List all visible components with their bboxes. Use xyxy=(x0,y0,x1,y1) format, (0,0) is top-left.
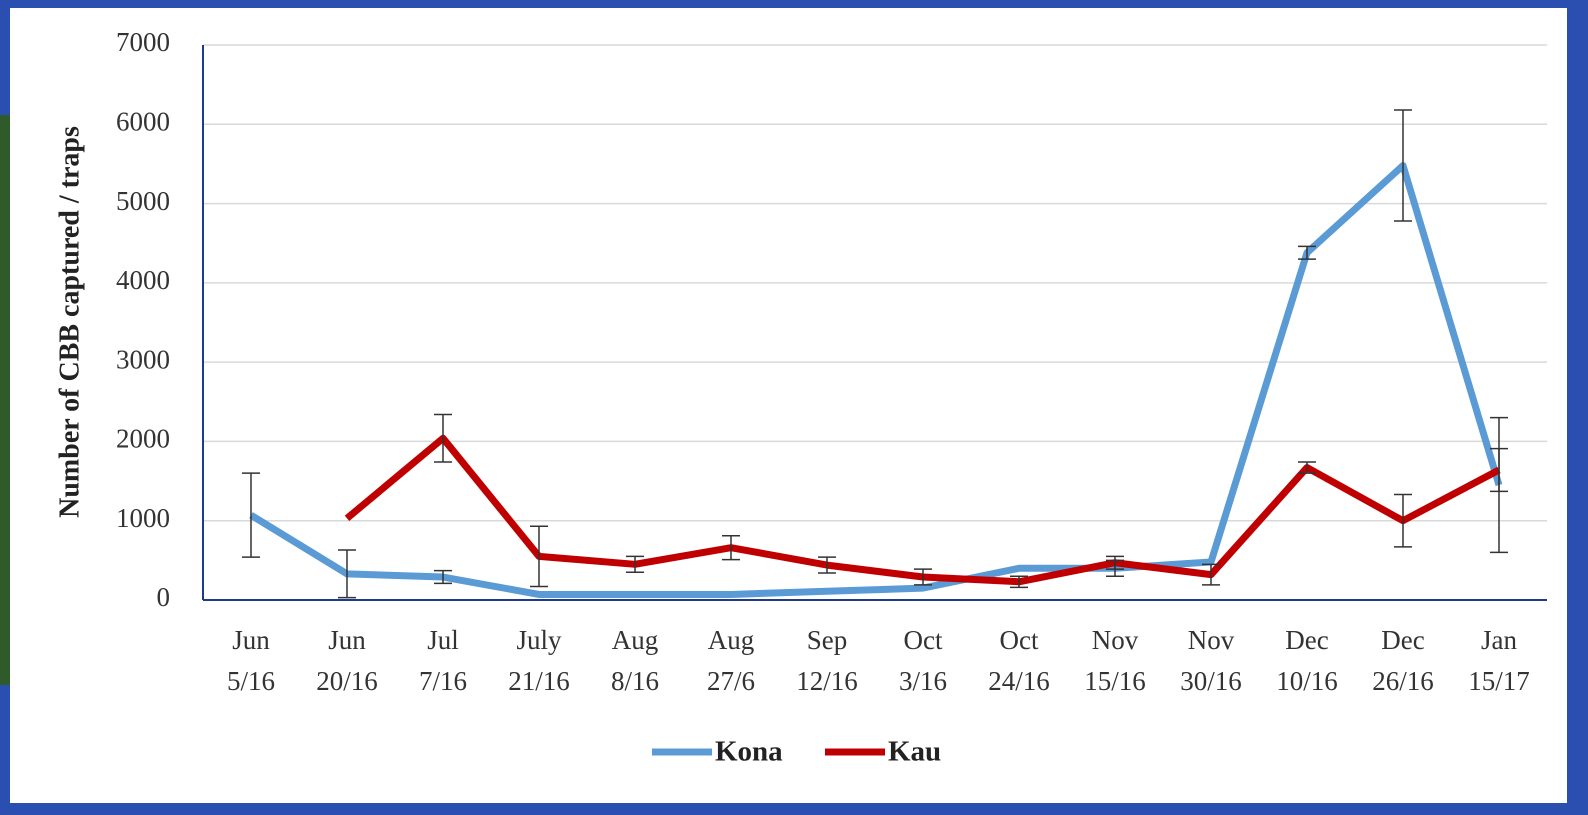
x-tick-label: Dec 10/16 xyxy=(1276,625,1338,696)
y-axis-label: Number of CBB captured / traps xyxy=(54,126,85,518)
x-tick-label-line: 20/16 xyxy=(316,666,378,696)
x-tick-label-line: Dec xyxy=(1381,625,1424,655)
error-bar xyxy=(1298,245,1316,260)
y-tick-label: 4000 xyxy=(116,265,170,295)
error-bar xyxy=(434,413,452,463)
error-bar xyxy=(434,569,452,585)
error-bar xyxy=(1202,563,1220,586)
y-tick-label: 5000 xyxy=(116,186,170,216)
x-tick-label-line: Jan xyxy=(1481,625,1517,655)
x-tick-label-line: Jul xyxy=(427,625,459,655)
error-bar xyxy=(818,556,836,574)
error-bar xyxy=(530,525,548,588)
x-tick-label-line: Sep xyxy=(807,625,848,655)
legend-label: Kau xyxy=(888,736,941,768)
x-tick-label-line: 30/16 xyxy=(1180,666,1242,696)
x-tick-label-line: 27/6 xyxy=(707,666,755,696)
error-bar xyxy=(626,555,644,573)
x-tick-label-line: 24/16 xyxy=(988,666,1050,696)
x-tick-label-line: 12/16 xyxy=(796,666,858,696)
x-tick-label: Jun 20/16 xyxy=(316,625,378,696)
x-tick-label: Jun 5/16 xyxy=(227,625,275,696)
x-tick-label-line: 26/16 xyxy=(1372,666,1434,696)
x-tick-label: Oct 24/16 xyxy=(988,625,1050,696)
x-tick-label: Aug 8/16 xyxy=(611,625,659,696)
legend-label: Kona xyxy=(715,736,783,768)
x-tick-label-line: Jun xyxy=(232,625,270,655)
x-tick-label: Aug 27/6 xyxy=(707,625,755,696)
x-tick-label: Sep 12/16 xyxy=(796,625,858,696)
error-bar xyxy=(914,568,932,586)
x-tick-label-line: Dec xyxy=(1285,625,1328,655)
x-tick-label-line: Aug xyxy=(708,625,755,655)
error-bar xyxy=(1298,461,1316,474)
x-tick-label-line: Nov xyxy=(1092,625,1139,655)
y-tick-label: 3000 xyxy=(116,344,170,374)
x-tick-label: Nov 15/16 xyxy=(1084,625,1146,696)
x-tick-label-line: 10/16 xyxy=(1276,666,1338,696)
x-tick-label: Jan 15/17 xyxy=(1468,625,1530,696)
x-tick-label-line: Nov xyxy=(1188,625,1235,655)
error-bar xyxy=(1394,109,1412,222)
x-tick-label-line: 15/16 xyxy=(1084,666,1146,696)
x-tick-label: Dec 26/16 xyxy=(1372,625,1434,696)
x-tick-label-line: Jun xyxy=(328,625,366,655)
error-bar xyxy=(1490,447,1508,493)
error-bar xyxy=(1394,493,1412,548)
y-tick-label: 2000 xyxy=(116,424,170,454)
x-tick-label-line: Oct xyxy=(904,625,943,655)
x-tick-label: Oct 3/16 xyxy=(899,625,947,696)
x-tick-label-line: 3/16 xyxy=(899,666,947,696)
error-bar xyxy=(242,472,260,558)
x-tick-label-line: 8/16 xyxy=(611,666,659,696)
error-bar xyxy=(338,549,356,599)
x-tick-label-line: 21/16 xyxy=(508,666,570,696)
y-tick-label: 7000 xyxy=(116,27,170,57)
x-tick-label: Nov 30/16 xyxy=(1180,625,1242,696)
x-tick-label-line: Aug xyxy=(612,625,659,655)
y-tick-label: 1000 xyxy=(116,503,170,533)
x-tick-label-line: Oct xyxy=(1000,625,1039,655)
x-tick-label: July 21/16 xyxy=(508,625,570,696)
error-bar xyxy=(1106,555,1124,570)
x-tick-label: Jul 7/16 xyxy=(419,625,467,696)
error-bar xyxy=(1010,575,1028,589)
y-tick-label: 0 xyxy=(157,582,171,612)
chart-panel xyxy=(10,8,1567,803)
y-tick-label: 6000 xyxy=(116,106,170,136)
x-tick-label-line: 5/16 xyxy=(227,666,275,696)
x-tick-label-line: July xyxy=(516,625,562,655)
error-bar xyxy=(722,535,740,561)
x-tick-label-line: 7/16 xyxy=(419,666,467,696)
x-tick-label-line: 15/17 xyxy=(1468,666,1530,696)
series-line xyxy=(249,162,1503,598)
photo-sliver xyxy=(0,115,10,685)
